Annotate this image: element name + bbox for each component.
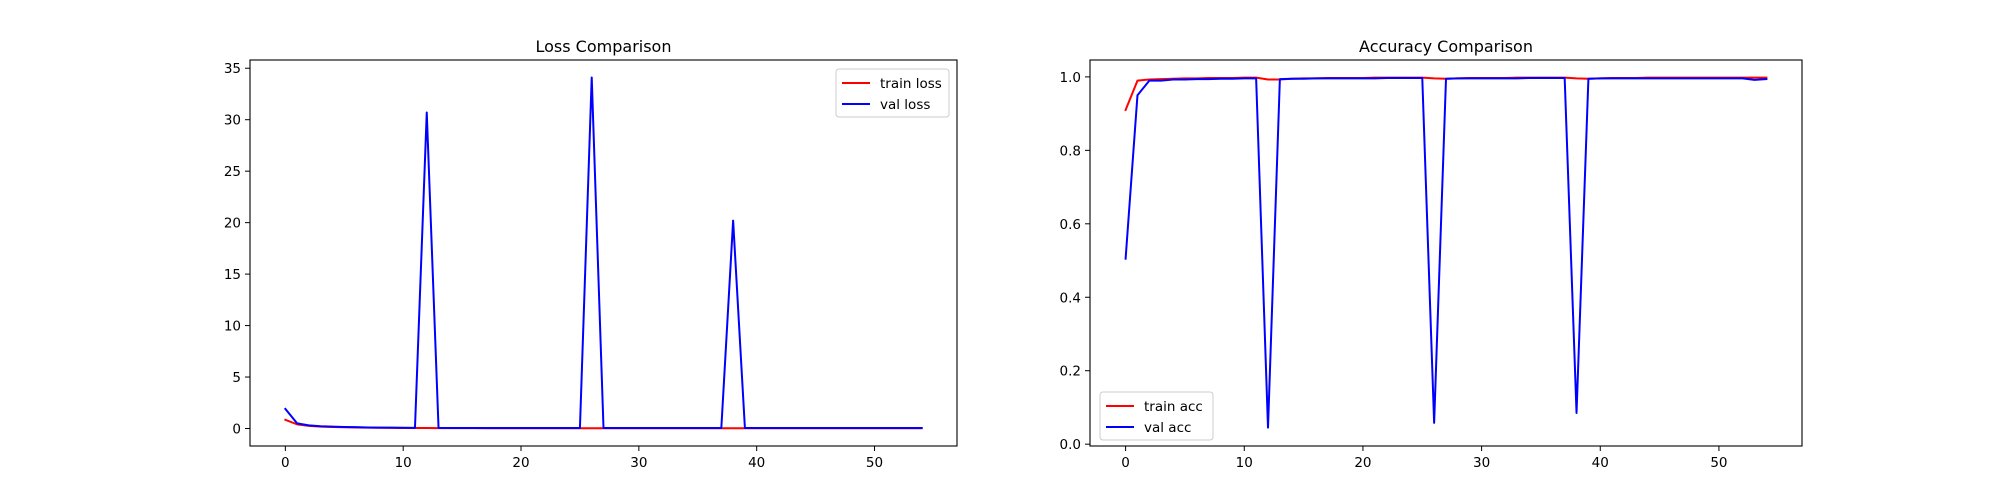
chart-1-title: Accuracy Comparison <box>1359 37 1533 56</box>
chart-1-ytick-label: 0.6 <box>1060 217 1081 233</box>
chart-0-xtick-label: 10 <box>395 455 412 471</box>
chart-1-xtick-label: 20 <box>1354 455 1371 471</box>
loss-chart: Loss Comparison 0 10 20 30 40 50 0 5 10 15 20 25 30 35… <box>224 37 958 471</box>
chart-1-legend-label-val-acc: val acc <box>1144 420 1191 436</box>
chart-1-xtick-label: 40 <box>1592 455 1609 471</box>
chart-1-series-val-acc-line <box>1124 77 1768 429</box>
chart-0-ytick-label: 20 <box>224 216 241 232</box>
chart-0-xtick-label: 50 <box>866 455 883 471</box>
chart-0-xtick-label: 40 <box>748 455 765 471</box>
chart-0-legend: train loss val loss <box>835 68 950 118</box>
chart-0-series-val-loss-line <box>283 76 923 429</box>
chart-0-legend-label-val-loss: val loss <box>880 97 930 113</box>
chart-1-ytick-label: 0.4 <box>1060 290 1081 306</box>
chart-1-ytick-label: 0.8 <box>1060 143 1081 159</box>
chart-1-ytick-label: 0.0 <box>1060 437 1081 453</box>
chart-1-plot-area <box>1124 76 1768 429</box>
chart-1-legend-label-train-acc: train acc <box>1144 399 1203 415</box>
chart-0-xtick-label: 20 <box>512 455 529 471</box>
chart-1-axes-frame <box>1089 59 1803 447</box>
chart-0-title: Loss Comparison <box>536 37 672 56</box>
chart-1-ytick-label: 0.2 <box>1060 364 1081 380</box>
chart-1-xtick-label: 0 <box>1121 455 1130 471</box>
chart-1-xtick-label: 50 <box>1710 455 1727 471</box>
chart-0-xtick-label: 30 <box>630 455 647 471</box>
chart-1-xtick-label: 30 <box>1473 455 1490 471</box>
chart-0-ytick-label: 5 <box>232 370 241 386</box>
accuracy-chart: Accuracy Comparison 0 10 20 30 40 50 0.0 0.2 0.4 0… <box>1060 37 1803 471</box>
chart-0-xtick-label: 0 <box>281 455 290 471</box>
chart-0-ytick-label: 30 <box>224 113 241 129</box>
chart-0-ytick-label: 15 <box>224 267 241 283</box>
chart-0-legend-label-train-loss: train loss <box>880 76 942 92</box>
chart-1-ytick-label: 1.0 <box>1060 70 1081 86</box>
chart-1-xtick-label: 10 <box>1236 455 1253 471</box>
chart-0-ytick-label: 10 <box>224 319 241 335</box>
chart-0-ytick-label: 0 <box>232 422 241 438</box>
chart-0-ytick-label: 25 <box>224 164 241 180</box>
chart-1-legend: train acc val acc <box>1099 391 1214 441</box>
chart-0-axes-frame <box>249 59 958 447</box>
chart-0-ytick-label: 35 <box>224 61 241 77</box>
chart-0-plot-area <box>283 76 923 430</box>
